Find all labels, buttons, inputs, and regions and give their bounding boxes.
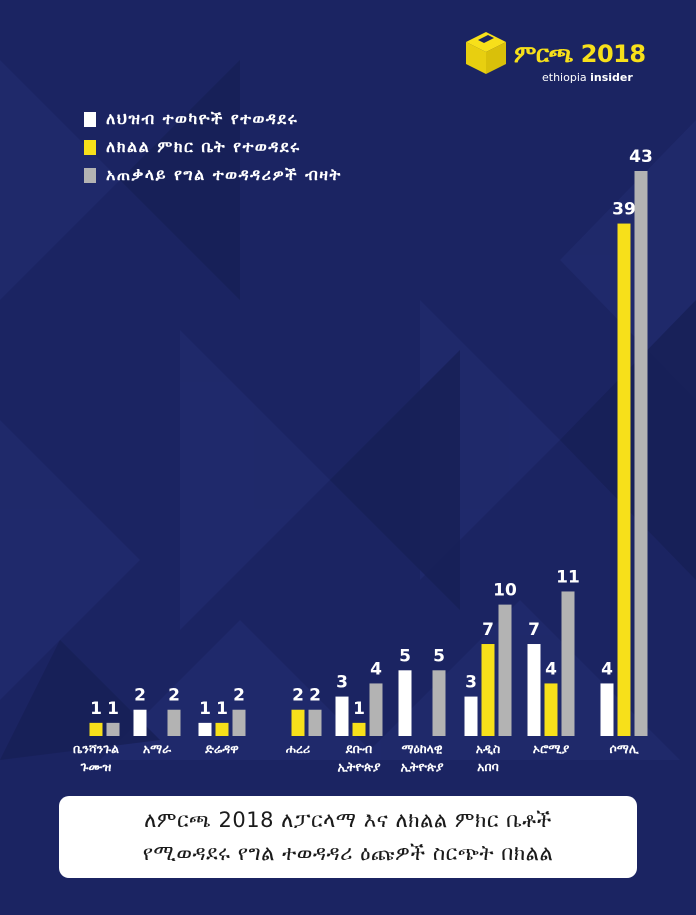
bar-total-6 <box>498 604 512 736</box>
data-label: 39 <box>612 200 636 220</box>
category-label: አማራ <box>143 741 172 756</box>
data-label: 2 <box>168 686 180 706</box>
category-label: ሶማሊ <box>609 741 639 756</box>
legend-label-total: አጠቃላይ የግል ተወዳዳሪዎች ብዛት <box>106 165 342 184</box>
data-label: 11 <box>556 567 580 587</box>
caption-line-1: ለምርጫ 2018 ለፓርላማ እና ለክልል ምክር ቤቶች <box>144 808 552 832</box>
bar-regional-6 <box>481 644 495 736</box>
bar-regional-3 <box>291 709 305 736</box>
bar-total-5 <box>432 670 446 736</box>
category-label: ኦሮሚያ <box>533 741 570 756</box>
data-label: 5 <box>399 646 411 666</box>
category-label: ደቡብ <box>345 741 372 756</box>
legend-item-total: አጠቃላይ የግል ተወዳዳሪዎች ብዛት <box>84 161 342 189</box>
logo-subtitle-prefix: ethiopia <box>542 71 587 84</box>
bar-total-8 <box>634 171 648 736</box>
bar-regional-4 <box>352 722 366 736</box>
ballot-box-icon <box>466 32 506 74</box>
data-label: 4 <box>601 659 613 679</box>
bar-federal-5 <box>398 670 412 736</box>
category-label: ኢትዮጵያ <box>400 759 444 774</box>
data-label: 2 <box>292 686 304 706</box>
legend-item-federal: ለህዝብ ተወካዮች የተወዳደሩ <box>84 105 342 133</box>
legend-label-regional: ለክልል ምክር ቤት የተወዳደሩ <box>106 137 301 156</box>
legend-item-regional: ለክልል ምክር ቤት የተወዳደሩ <box>84 133 342 161</box>
data-label: 4 <box>545 659 557 679</box>
category-label: ሐረሪ <box>286 741 311 756</box>
bar-federal-2 <box>198 722 212 736</box>
logo-subtitle-brand: insider <box>590 71 633 84</box>
bar-regional-8 <box>617 223 631 737</box>
data-label: 7 <box>482 620 494 640</box>
legend-swatch-total <box>84 167 96 183</box>
data-label: 2 <box>134 686 146 706</box>
logo-subtitle: ethiopia insider <box>542 71 633 84</box>
bar-total-1 <box>167 709 181 736</box>
data-label: 1 <box>107 699 119 719</box>
bar-regional-0 <box>89 722 103 736</box>
chart-legend: ለህዝብ ተወካዮች የተወዳደሩ ለክልል ምክር ቤት የተወዳደሩ አጠቃ… <box>84 105 342 189</box>
category-label: አዲስ <box>476 741 501 756</box>
data-label: 2 <box>309 686 321 706</box>
bar-total-3 <box>308 709 322 736</box>
data-label: 3 <box>465 673 477 693</box>
logo-title: ምርጫ 2018 <box>514 40 646 68</box>
bar-federal-6 <box>464 696 478 736</box>
data-label: 5 <box>433 646 445 666</box>
logo: ምርጫ 2018 ethiopia insider <box>462 28 662 88</box>
bar-federal-8 <box>600 683 614 736</box>
bar-federal-1 <box>133 709 147 736</box>
data-label: 1 <box>353 699 365 719</box>
category-label: ማዕከላዊ <box>402 741 443 756</box>
category-label: ድሬዳዋ <box>204 741 239 756</box>
bar-federal-7 <box>527 644 541 736</box>
data-label: 1 <box>90 699 102 719</box>
category-label: አበባ <box>477 759 499 774</box>
caption-box: ለምርጫ 2018 ለፓርላማ እና ለክልል ምክር ቤቶች የሚወዳደሩ የ… <box>59 796 637 878</box>
legend-swatch-regional <box>84 139 96 155</box>
data-label: 1 <box>216 699 228 719</box>
bar-total-4 <box>369 683 383 736</box>
bar-total-2 <box>232 709 246 736</box>
category-label: ኢትዮጵያ <box>337 759 381 774</box>
data-label: 4 <box>370 659 382 679</box>
bar-regional-2 <box>215 722 229 736</box>
data-label: 3 <box>336 673 348 693</box>
data-label: 2 <box>233 686 245 706</box>
category-label: ቤንሻንጉል <box>73 741 119 756</box>
bar-total-7 <box>561 591 575 736</box>
caption-line-2: የሚወዳደሩ የግል ተወዳዳሪ ዕጩዎች ስርጭት በክልል <box>142 841 554 865</box>
data-label: 43 <box>629 147 653 167</box>
bar-total-0 <box>106 722 120 736</box>
bar-federal-4 <box>335 696 349 736</box>
legend-swatch-federal <box>84 111 96 127</box>
data-label: 1 <box>199 699 211 719</box>
legend-label-federal: ለህዝብ ተወካዮች የተወዳደሩ <box>106 109 299 128</box>
data-label: 7 <box>528 620 540 640</box>
category-label: ጉሙዝ <box>80 759 112 774</box>
data-label: 10 <box>493 581 517 601</box>
bar-regional-7 <box>544 683 558 736</box>
